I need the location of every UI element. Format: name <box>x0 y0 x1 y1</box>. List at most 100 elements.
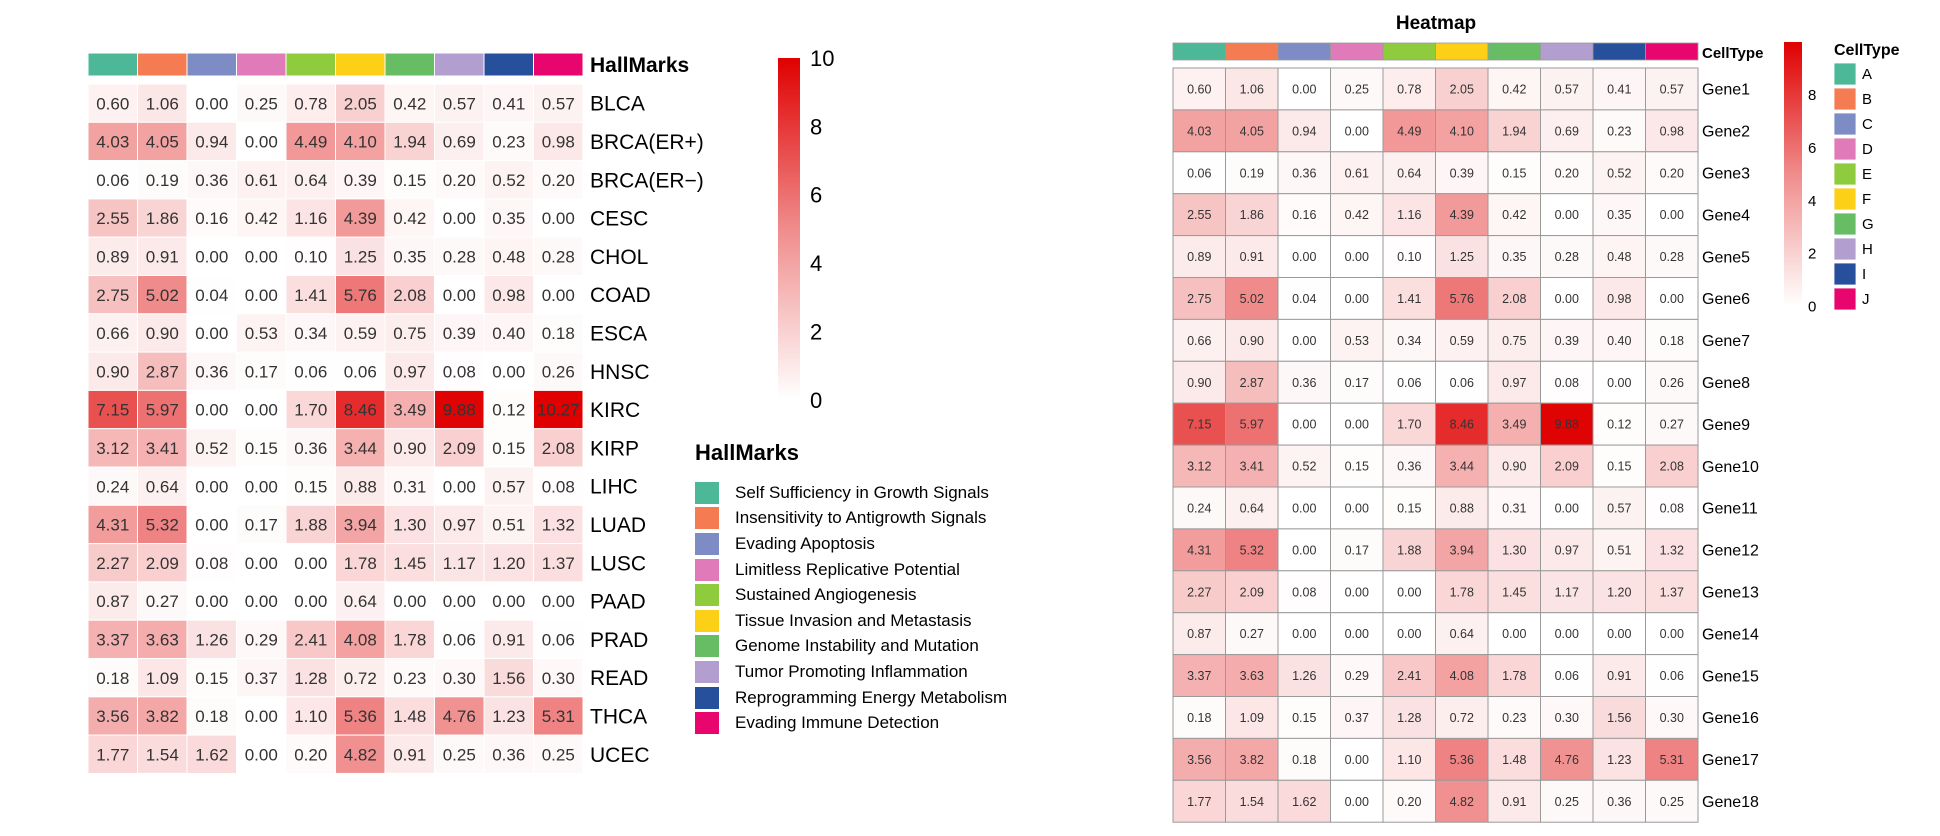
right-cell-value: 0.23 <box>1607 124 1631 138</box>
left-cell-value: 0.00 <box>245 745 278 764</box>
right-heatmap-cell <box>1592 67 1646 111</box>
right-cell-value: 1.10 <box>1397 753 1421 767</box>
right-colorbar-tick: 0 <box>1808 298 1816 315</box>
right-legend-label: G <box>1862 216 1874 233</box>
left-cell-value: 0.52 <box>492 171 525 190</box>
left-cell-value: 0.90 <box>146 324 179 343</box>
right-heatmap-cell <box>1172 235 1226 279</box>
left-cell-value: 0.31 <box>393 477 426 496</box>
right-heatmap-cell <box>1645 109 1699 153</box>
left-annotation-cell <box>285 52 336 77</box>
right-cell-value: 1.70 <box>1397 418 1421 432</box>
left-cell-value: 0.57 <box>542 94 575 113</box>
left-heatmap-cell <box>186 389 237 430</box>
right-cell-value: 0.41 <box>1607 82 1631 96</box>
right-heatmap-cell <box>1382 109 1436 153</box>
left-legend-swatch <box>695 609 719 632</box>
right-cell-value: 0.52 <box>1292 460 1316 474</box>
right-cell-value: 0.40 <box>1607 334 1631 348</box>
right-cell-value: 0.64 <box>1240 501 1264 515</box>
right-cell-value: 0.72 <box>1450 711 1474 725</box>
right-heatmap-cells: 0.60 1.06 0.00 0.25 0.78 2.05 0.42 0.57 0.41 0.57… <box>1172 67 1699 823</box>
right-heatmap-cell <box>1540 444 1594 488</box>
right-cell-value: 0.57 <box>1660 82 1684 96</box>
left-cell-value: 1.78 <box>344 554 377 573</box>
left-cell-value: 0.24 <box>96 477 129 496</box>
right-heatmap-cell <box>1592 486 1646 530</box>
right-heatmap-cell <box>1435 444 1489 488</box>
right-heatmap-cell <box>1435 277 1489 320</box>
right-legend-swatch <box>1833 262 1857 286</box>
left-heatmap-cell <box>186 351 237 391</box>
left-cell-value: 1.32 <box>542 516 575 535</box>
right-cell-value: 7.15 <box>1187 418 1211 432</box>
left-cell-value: 0.42 <box>393 209 426 228</box>
right-heatmap-cell <box>1382 486 1436 530</box>
right-annotation-cell <box>1435 42 1489 61</box>
right-heatmap-cell <box>1540 528 1594 572</box>
left-heatmap-cell <box>236 619 287 660</box>
left-heatmap-cell <box>137 160 188 200</box>
right-cell-value: 0.36 <box>1292 166 1316 180</box>
left-cell-value: 0.15 <box>492 439 525 458</box>
left-heatmap-cell <box>335 83 386 123</box>
right-heatmap-cell <box>1645 779 1699 823</box>
right-heatmap-cell <box>1277 486 1331 530</box>
left-heatmap-cell <box>87 658 138 698</box>
left-colorbar-tick: 8 <box>810 114 822 139</box>
right-cell-value: 0.60 <box>1187 82 1211 96</box>
right-cell-value: 0.15 <box>1292 711 1316 725</box>
left-cell-value: 0.64 <box>146 477 179 496</box>
right-cell-value: 0.57 <box>1607 501 1631 515</box>
left-cell-value: 0.17 <box>245 362 278 381</box>
left-heatmap-cell <box>285 428 336 468</box>
left-cell-value: 0.36 <box>195 362 228 381</box>
right-cell-value: 0.16 <box>1292 208 1316 222</box>
right-cell-value: 0.00 <box>1555 292 1579 306</box>
left-row-label: PAAD <box>590 591 646 614</box>
right-heatmap-cell <box>1172 360 1226 404</box>
right-cell-value: 1.06 <box>1240 82 1264 96</box>
left-cell-value: 5.31 <box>542 707 575 726</box>
left-legend-swatch <box>695 584 719 607</box>
left-cell-value: 2.27 <box>96 554 129 573</box>
right-heatmap-cell <box>1330 779 1384 823</box>
right-cell-value: 0.91 <box>1607 669 1631 683</box>
right-heatmap-cell <box>1225 570 1279 614</box>
right-row-label: Gene12 <box>1702 543 1759 560</box>
right-cell-value: 2.75 <box>1187 292 1211 306</box>
right-heatmap-cell <box>1487 779 1541 823</box>
right-cell-value: 0.00 <box>1607 627 1631 641</box>
left-colorbar: 0 2 4 6 8 10 <box>778 46 834 413</box>
right-cell-value: 0.35 <box>1502 250 1526 264</box>
right-cell-value: 0.00 <box>1292 501 1316 515</box>
right-cell-value: 0.52 <box>1607 166 1631 180</box>
left-legend-item: Sustained Angiogenesis <box>695 582 1007 608</box>
left-legend-item: Genome Instability and Mutation <box>695 634 1007 660</box>
left-heatmap-cell <box>186 160 237 200</box>
left-cell-value: 1.23 <box>492 707 525 726</box>
right-heatmap-cell <box>1540 109 1594 153</box>
left-annotation-title: HallMarks <box>590 54 689 77</box>
left-cell-value: 0.30 <box>443 669 476 688</box>
left-cell-value: 1.48 <box>393 707 426 726</box>
left-cell-value: 0.89 <box>96 247 129 266</box>
right-legend-swatch <box>1833 62 1857 86</box>
left-heatmap-cell <box>483 236 534 276</box>
left-heatmap-cell <box>236 428 287 468</box>
left-heatmap-cell <box>236 198 287 238</box>
right-cell-value: 5.31 <box>1660 753 1684 767</box>
left-cell-value: 0.40 <box>492 324 525 343</box>
left-cell-value: 2.08 <box>393 286 426 305</box>
right-heatmap-cell <box>1540 277 1594 320</box>
right-legend-label: H <box>1862 241 1873 258</box>
right-cell-value: 4.82 <box>1450 795 1474 809</box>
right-cell-value: 9.88 <box>1555 418 1579 432</box>
left-cell-value: 3.37 <box>96 630 129 649</box>
right-heatmap-cell <box>1330 402 1384 446</box>
right-cell-value: 0.00 <box>1292 418 1316 432</box>
right-heatmap-cell <box>1225 235 1279 279</box>
left-heatmap-cell <box>87 160 138 200</box>
right-cell-value: 3.49 <box>1502 418 1526 432</box>
left-heatmap-cell <box>137 504 188 545</box>
